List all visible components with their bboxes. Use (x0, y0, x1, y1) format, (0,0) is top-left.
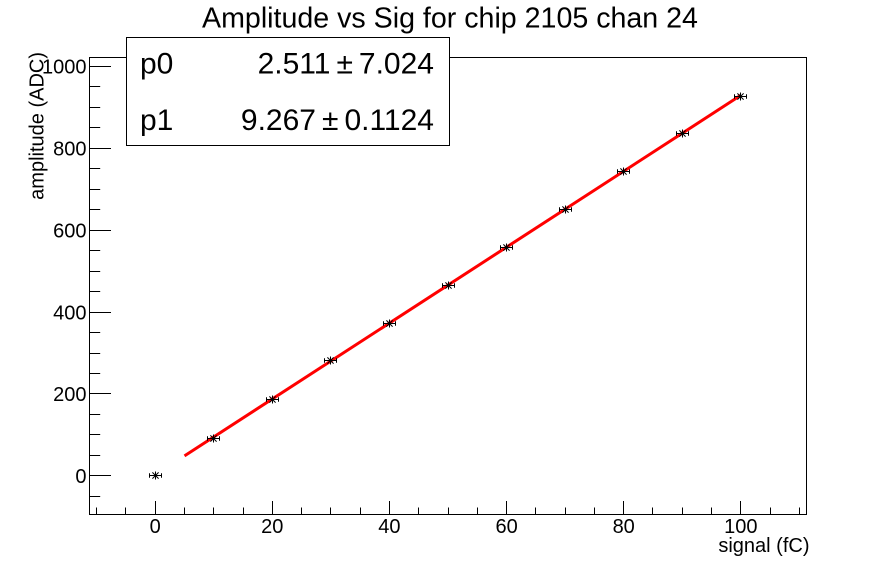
svg-text:9.267 ± 0.1124: 9.267 ± 0.1124 (241, 104, 434, 137)
svg-text:p1: p1 (140, 104, 173, 137)
svg-text:p0: p0 (140, 48, 173, 81)
svg-text:400: 400 (53, 302, 86, 324)
svg-text:40: 40 (378, 516, 400, 538)
svg-text:80: 80 (613, 516, 635, 538)
svg-text:1000: 1000 (42, 57, 87, 79)
svg-text:2.511 ± 7.024: 2.511 ± 7.024 (258, 48, 434, 81)
svg-text:signal (fC): signal (fC) (718, 535, 809, 557)
svg-text:600: 600 (53, 220, 86, 242)
svg-text:20: 20 (261, 516, 283, 538)
svg-text:800: 800 (53, 139, 86, 161)
svg-text:0: 0 (150, 516, 161, 538)
svg-text:60: 60 (495, 516, 517, 538)
svg-text:Amplitude vs Sig for chip 2105: Amplitude vs Sig for chip 2105 chan 24 (202, 3, 698, 35)
svg-text:amplitude (ADC): amplitude (ADC) (27, 52, 49, 200)
svg-text:200: 200 (53, 384, 86, 406)
svg-text:100: 100 (724, 516, 757, 538)
svg-text:0: 0 (75, 466, 86, 488)
